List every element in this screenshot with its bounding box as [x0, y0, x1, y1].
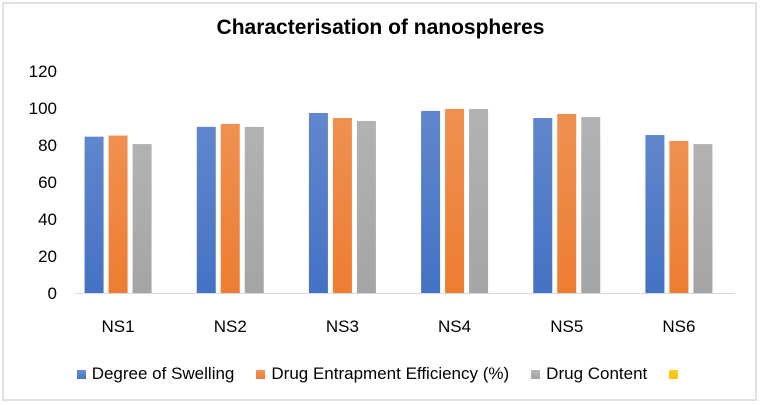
y-tick-label: 80	[38, 136, 57, 155]
bar-ns3-series-1	[308, 112, 328, 294]
bar-ns2-series-3	[244, 126, 264, 294]
legend-item: Degree of Swelling	[76, 364, 235, 384]
bar-ns1-series-1	[84, 136, 104, 293]
x-tick-label: NS4	[438, 317, 471, 336]
x-tick-label: NS2	[214, 317, 247, 336]
bar-ns5-series-1	[533, 117, 553, 294]
legend-item	[669, 369, 684, 379]
bar-ns4-series-1	[421, 110, 441, 294]
legend-label: Drug Entrapment Efficiency (%)	[271, 364, 510, 383]
legend-item: Drug Content	[531, 364, 647, 384]
x-axis-labels: NS1 NS2 NS3 NS4 NS5 NS6	[102, 317, 696, 336]
bar-ns2-series-2	[220, 123, 240, 293]
x-tick-label: NS5	[550, 317, 583, 336]
chart-frame	[2, 2, 757, 401]
legend-swatch	[669, 369, 679, 379]
bars	[84, 108, 713, 294]
legend-label: Degree of Swelling	[91, 364, 235, 383]
y-tick-label: 40	[38, 210, 57, 229]
bar-ns3-series-2	[332, 117, 352, 294]
bar-ns4-series-3	[469, 108, 489, 293]
legend-swatch	[531, 369, 541, 379]
bar-ns3-series-3	[356, 120, 376, 293]
legend: Degree of Swelling Drug Entrapment Effici…	[0, 364, 761, 384]
x-tick-label: NS6	[662, 317, 695, 336]
legend-label: Drug Content	[546, 364, 648, 383]
bar-ns6-series-1	[645, 135, 665, 293]
y-axis-ticks: 0 20 40 60 80 100 120	[29, 62, 57, 303]
legend-swatch	[256, 369, 266, 379]
y-tick-label: 120	[29, 62, 57, 81]
bar-ns5-series-3	[581, 117, 601, 293]
bar-ns5-series-2	[557, 113, 577, 293]
bar-ns4-series-2	[445, 108, 465, 293]
legend-swatch	[76, 369, 86, 379]
bar-ns6-series-2	[669, 140, 689, 293]
y-tick-label: 0	[48, 284, 57, 303]
y-tick-label: 20	[38, 247, 57, 266]
bar-ns6-series-3	[693, 144, 713, 293]
legend-item: Drug Entrapment Efficiency (%)	[256, 364, 509, 384]
y-tick-label: 60	[38, 173, 57, 192]
x-tick-label: NS3	[326, 317, 359, 336]
chart-title: Characterisation of nanospheres	[216, 16, 545, 39]
bar-ns2-series-1	[196, 126, 216, 294]
x-tick-label: NS1	[102, 317, 135, 336]
bar-ns1-series-3	[132, 144, 152, 293]
bar-ns1-series-2	[108, 135, 128, 293]
y-tick-label: 100	[29, 99, 57, 118]
